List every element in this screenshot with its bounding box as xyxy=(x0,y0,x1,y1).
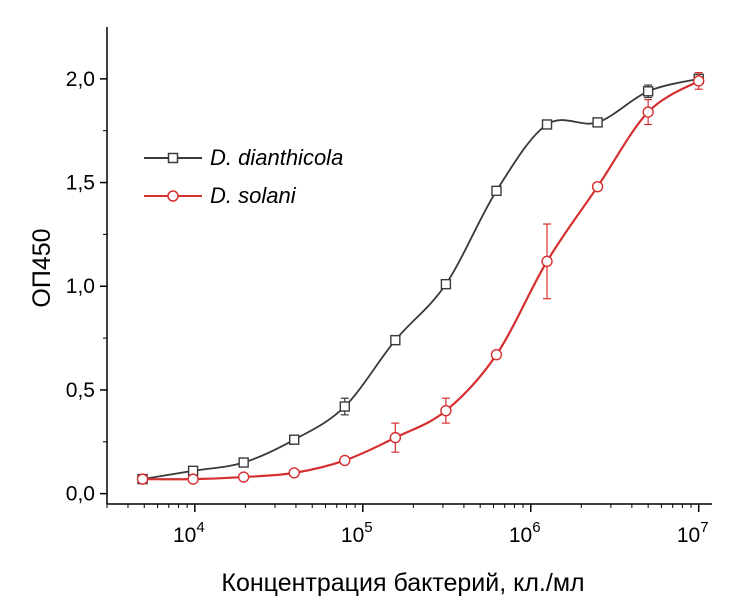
x-tick-label: 105 xyxy=(341,519,373,547)
legend-label: D. solani xyxy=(210,183,297,208)
data-point xyxy=(237,471,250,483)
data-point xyxy=(440,278,452,290)
data-point xyxy=(440,404,452,417)
data-point xyxy=(288,467,300,479)
x-axis-title: Концентрация бактерий, кл./мл xyxy=(221,569,584,597)
data-point xyxy=(187,473,199,485)
data-point xyxy=(693,75,705,87)
legend-label: D. dianthicola xyxy=(210,145,343,170)
y-axis-ticks: 0,0 0,5 1,0 1,5 2,0 xyxy=(66,68,107,506)
x-axis-ticks: 104 105 106 107 xyxy=(106,504,709,547)
x-tick-label: 106 xyxy=(509,519,541,547)
x-tick-label: 107 xyxy=(677,519,709,547)
series-solani xyxy=(136,72,705,485)
y-tick-label: 0,5 xyxy=(66,379,95,402)
data-point xyxy=(339,454,351,467)
x-tick-label: 104 xyxy=(173,519,205,547)
series-dianthicola xyxy=(137,73,704,485)
legend: D. dianthicola D. solani xyxy=(144,145,343,208)
data-point xyxy=(339,401,350,412)
y-tick-label: 1,5 xyxy=(66,172,95,195)
data-point xyxy=(642,86,654,97)
data-point xyxy=(541,255,553,268)
y-axis-title: ОП450 xyxy=(28,228,56,307)
series-line xyxy=(142,79,700,481)
legend-swatch-marker xyxy=(167,190,179,202)
data-point xyxy=(642,106,654,118)
y-tick-label: 2,0 xyxy=(66,68,95,91)
legend-entry-solani: D. solani xyxy=(144,183,297,208)
axes xyxy=(106,27,712,505)
data-point xyxy=(136,473,149,485)
data-point xyxy=(541,119,553,130)
y-tick-label: 1,0 xyxy=(66,275,95,298)
data-point xyxy=(591,180,604,193)
data-point xyxy=(289,434,300,445)
data-point xyxy=(491,185,502,197)
data-point xyxy=(238,457,249,468)
legend-swatch-marker xyxy=(167,152,179,164)
legend-entry-dianthicola: D. dianthicola xyxy=(144,145,343,170)
y-tick-label: 0,0 xyxy=(66,483,95,506)
data-point xyxy=(490,348,503,361)
data-point xyxy=(592,117,603,128)
series-line xyxy=(142,77,699,481)
data-point xyxy=(390,334,401,346)
data-point xyxy=(389,431,402,444)
plot-series xyxy=(136,72,705,485)
